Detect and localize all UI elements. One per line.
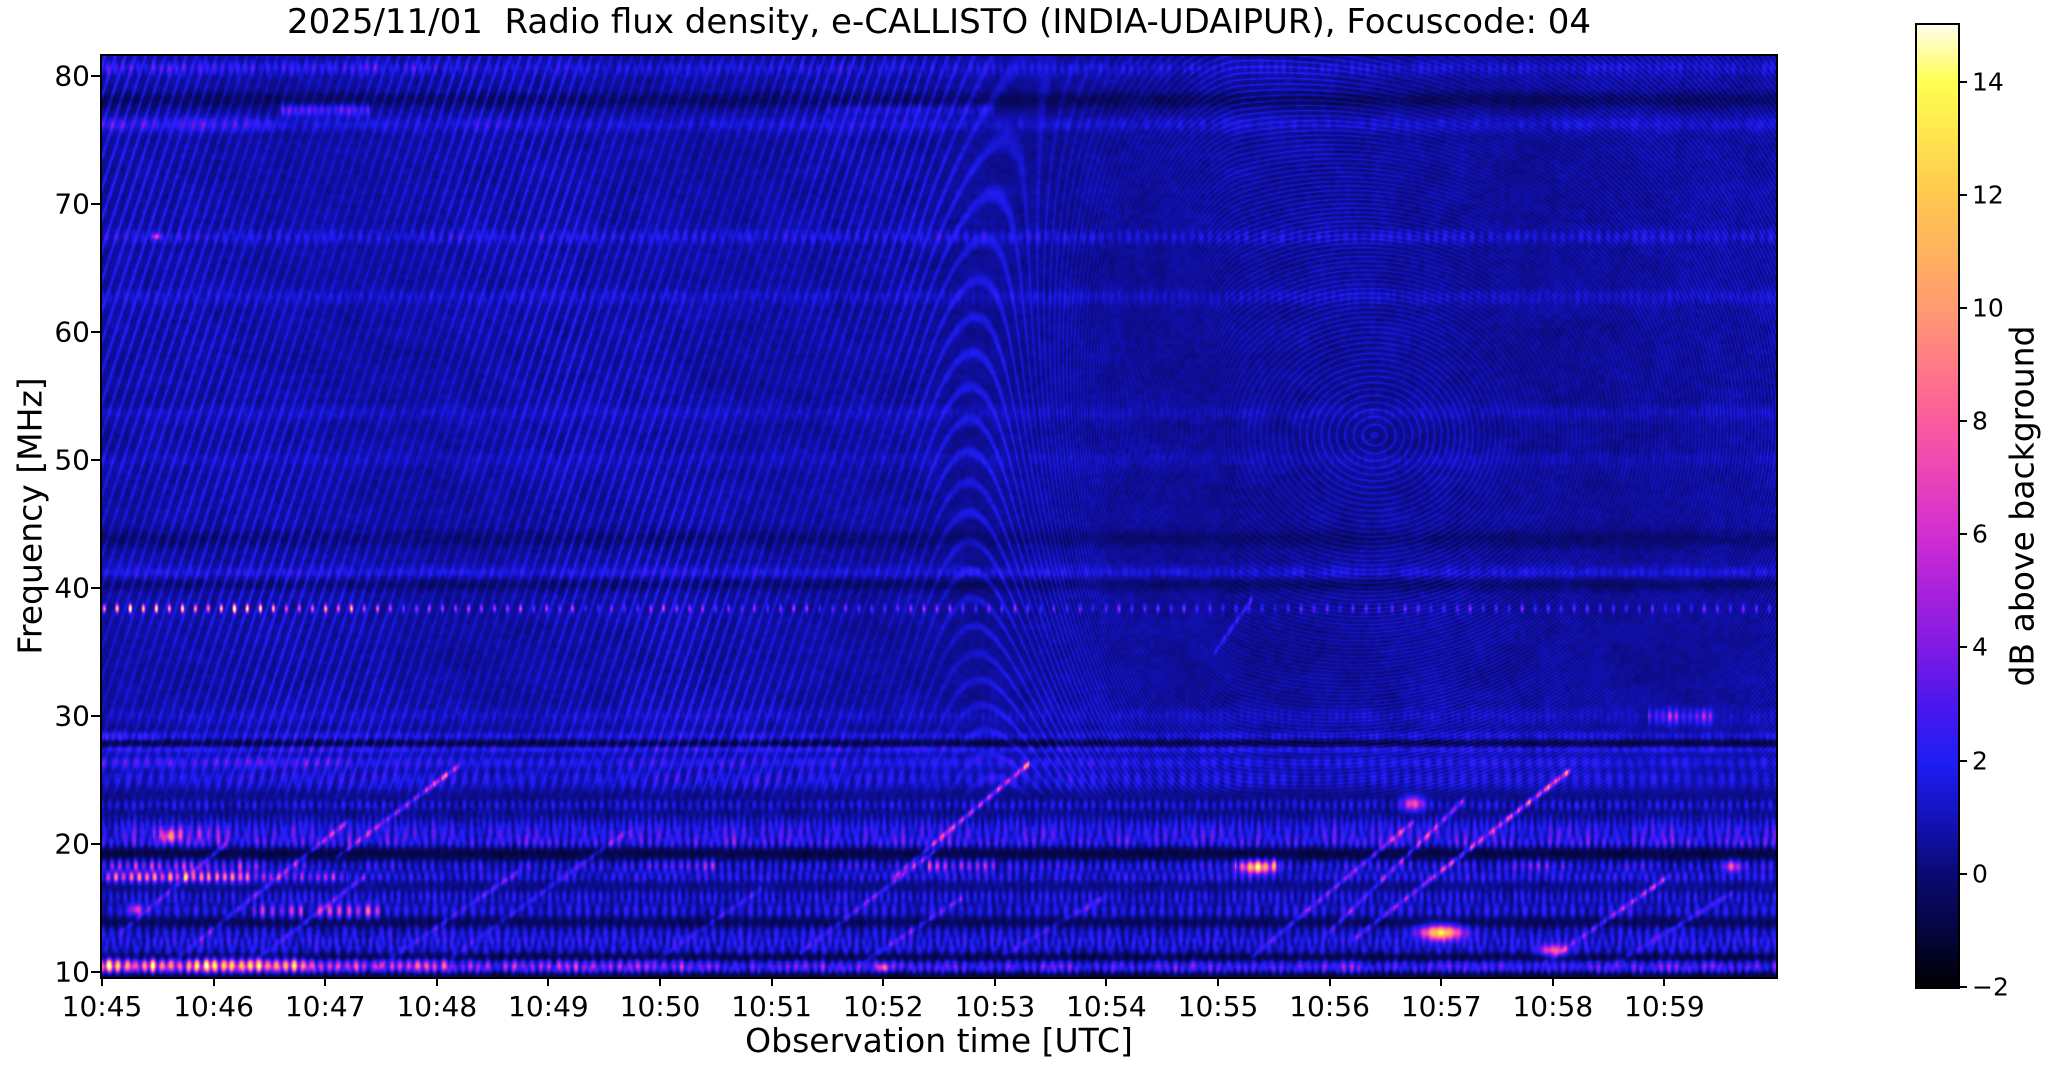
plot-area [100,54,1778,979]
colorbar-tick-mark [1958,872,1967,875]
colorbar-tick-mark [1958,759,1967,762]
x-tick-label: 10:52 [842,990,924,1023]
y-tick-label: 40 [54,571,90,605]
colorbar-tick-mark [1958,533,1967,536]
colorbar-label: dB above background [2002,325,2042,687]
x-tick-label: 10:54 [1066,990,1147,1023]
x-tick-mark [101,977,103,986]
y-tick-mark [91,331,100,334]
x-tick-mark [882,977,885,986]
colorbar-tick-label: −2 [1972,972,2009,1002]
x-tick-mark [324,977,327,986]
chart-title: 2025/11/01 Radio flux density, e-CALLIST… [286,2,1592,42]
x-axis-label: Observation time [UTC] [745,1021,1133,1060]
y-tick-mark [91,587,100,590]
colorbar [1915,23,1960,989]
x-tick-label: 10:50 [619,990,701,1023]
x-tick-mark [547,977,550,986]
x-tick-mark [659,977,661,986]
x-tick-mark [1663,977,1666,986]
colorbar-tick-mark [1958,306,1967,309]
x-tick-label: 10:45 [61,990,143,1023]
x-tick-label: 10:46 [173,990,254,1023]
x-tick-label: 10:55 [1177,990,1259,1023]
colorbar-tick-label: 6 [1972,519,1988,549]
colorbar-tick-mark [1958,646,1967,649]
x-tick-mark [212,977,215,986]
x-tick-mark [435,977,438,986]
x-tick-label: 10:51 [731,990,812,1023]
y-tick-mark [91,75,100,78]
y-tick-label: 60 [54,315,90,349]
colorbar-tick-mark [1958,986,1967,988]
y-tick-label: 70 [54,187,90,221]
colorbar-tick-label: 10 [1972,293,2004,323]
x-tick-label: 10:49 [508,990,589,1023]
x-tick-mark [1217,977,1219,986]
colorbar-tick-label: 2 [1972,746,1988,776]
y-tick-label: 20 [54,827,90,861]
y-axis-label: Frequency [MHz] [10,377,50,655]
y-tick-label: 80 [54,59,90,93]
x-tick-mark [1440,977,1443,986]
x-tick-mark [1105,977,1108,986]
y-tick-mark [91,715,100,718]
x-tick-mark [993,977,996,986]
y-tick-mark [91,970,100,973]
x-tick-label: 10:47 [284,990,366,1023]
x-tick-mark [1551,977,1554,986]
spectrogram-canvas [102,56,1776,977]
y-tick-label: 30 [54,699,90,733]
colorbar-tick-label: 12 [1972,180,2004,210]
y-tick-mark [91,203,100,206]
colorbar-tick-label: 4 [1972,632,1988,662]
colorbar-tick-label: 14 [1972,67,2004,97]
colorbar-tick-mark [1958,420,1967,423]
colorbar-tick-label: 8 [1972,406,1988,436]
x-tick-label: 10:58 [1512,990,1594,1023]
y-tick-mark [91,459,100,462]
y-tick-mark [91,842,100,845]
x-tick-label: 10:59 [1624,990,1705,1023]
x-tick-mark [770,977,773,986]
y-tick-label: 10 [54,955,90,989]
x-tick-label: 10:48 [396,990,478,1023]
x-tick-label: 10:57 [1400,990,1482,1023]
colorbar-tick-mark [1958,80,1967,83]
colorbar-tick-label: 0 [1972,859,1988,889]
x-tick-label: 10:53 [954,990,1036,1023]
x-tick-label: 10:56 [1289,990,1370,1023]
x-tick-mark [1328,977,1331,986]
y-tick-label: 50 [54,443,90,477]
colorbar-tick-mark [1958,193,1967,196]
